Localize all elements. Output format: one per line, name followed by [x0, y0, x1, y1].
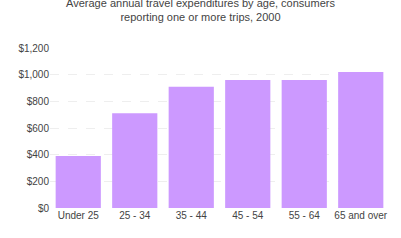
svg-text:$0: $0 — [38, 203, 50, 214]
svg-text:65 and over: 65 and over — [334, 210, 387, 221]
svg-text:$600: $600 — [27, 123, 50, 134]
svg-text:$200: $200 — [27, 176, 50, 187]
svg-text:$800: $800 — [27, 96, 50, 107]
svg-text:25 - 34: 25 - 34 — [119, 210, 151, 221]
svg-text:45 - 54: 45 - 54 — [232, 210, 264, 221]
svg-text:$1,200: $1,200 — [18, 43, 49, 54]
svg-text:55 - 64: 55 - 64 — [289, 210, 321, 221]
svg-text:$400: $400 — [27, 149, 50, 160]
svg-text:35 - 44: 35 - 44 — [176, 210, 208, 221]
svg-text:Average annual travel expendit: Average annual travel expenditures by ag… — [66, 0, 335, 23]
svg-text:Under 25: Under 25 — [58, 210, 100, 221]
svg-text:$1,000: $1,000 — [18, 69, 49, 80]
